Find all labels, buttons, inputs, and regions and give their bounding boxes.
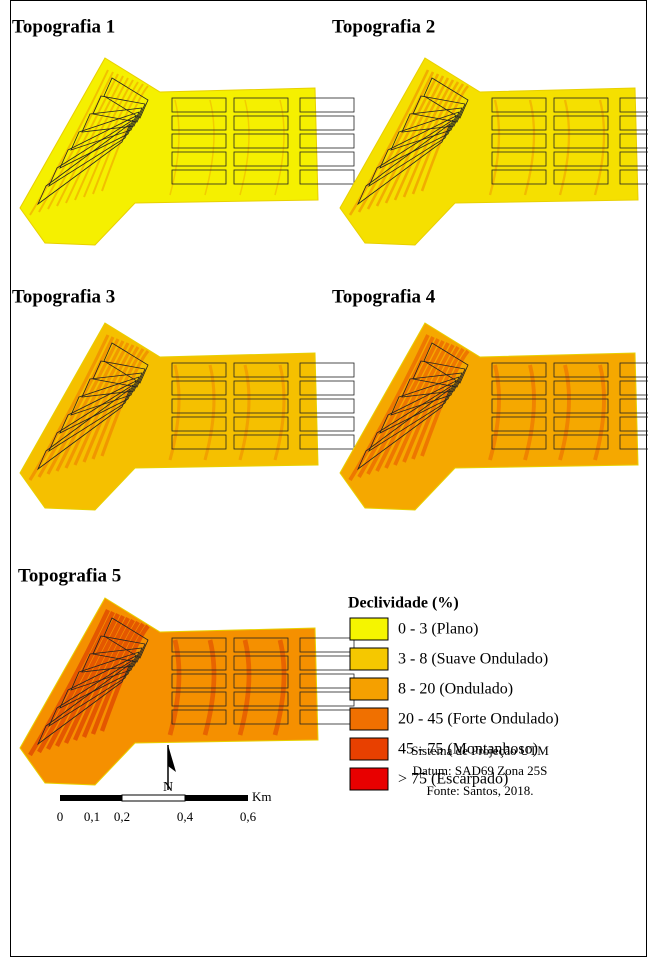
map-area bbox=[340, 58, 638, 245]
north-label: N bbox=[163, 780, 173, 795]
scale-label: 0,1 bbox=[84, 809, 100, 824]
slope-map bbox=[340, 323, 648, 510]
projection-note: Datum: SAD69 Zona 25S bbox=[413, 763, 548, 778]
map-figure: Topografia 1 Topografia 2 Topografia 3 Topo… bbox=[0, 0, 648, 958]
panel-title: Topografia 5 bbox=[18, 565, 121, 586]
legend-label: 0 - 3 (Plano) bbox=[398, 621, 478, 638]
legend-label: 8 - 20 (Ondulado) bbox=[398, 681, 513, 698]
legend-swatch bbox=[350, 738, 388, 760]
panel-title: Topografia 4 bbox=[332, 286, 436, 307]
panel-title: Topografia 1 bbox=[12, 16, 115, 37]
panel-title: Topografia 2 bbox=[332, 16, 435, 37]
scale-unit: Km bbox=[252, 789, 272, 804]
slope-map bbox=[20, 598, 354, 785]
legend-swatch bbox=[350, 648, 388, 670]
legend-title: Declividade (%) bbox=[348, 595, 459, 612]
projection-note: Fonte: Santos, 2018. bbox=[427, 783, 534, 798]
scale-label: 0 bbox=[57, 809, 64, 824]
scale-label: 0,4 bbox=[177, 809, 194, 824]
projection-note: Sistema de Projeção UTM bbox=[411, 743, 549, 758]
legend-swatch bbox=[350, 678, 388, 700]
legend-swatch bbox=[350, 768, 388, 790]
scale-label: 0,2 bbox=[114, 809, 130, 824]
legend-label: 20 - 45 (Forte Ondulado) bbox=[398, 711, 559, 728]
legend-swatch bbox=[350, 708, 388, 730]
scale-label: 0,6 bbox=[240, 809, 257, 824]
map-area bbox=[20, 58, 318, 245]
slope-map bbox=[20, 58, 354, 245]
scale-bar bbox=[60, 795, 248, 801]
map-area bbox=[20, 323, 318, 510]
legend-swatch bbox=[350, 618, 388, 640]
slope-map bbox=[340, 58, 648, 245]
panel-title: Topografia 3 bbox=[12, 286, 115, 307]
legend-label: 3 - 8 (Suave Ondulado) bbox=[398, 651, 548, 668]
slope-map bbox=[20, 323, 354, 510]
